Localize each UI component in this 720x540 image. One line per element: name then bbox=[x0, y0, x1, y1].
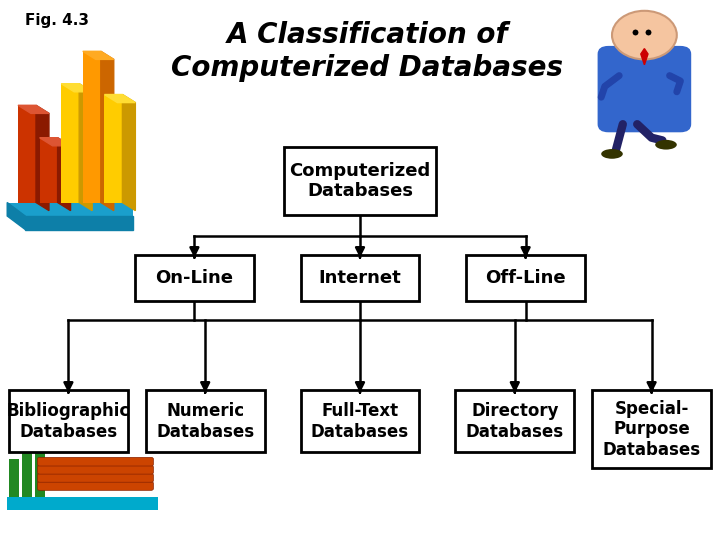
Text: Computerized Databases: Computerized Databases bbox=[171, 53, 563, 82]
Text: Special-
Purpose
Databases: Special- Purpose Databases bbox=[603, 400, 701, 459]
Bar bbox=[83, 51, 101, 202]
Text: Bibliographic
Databases: Bibliographic Databases bbox=[6, 402, 130, 441]
FancyBboxPatch shape bbox=[37, 474, 153, 482]
FancyBboxPatch shape bbox=[145, 390, 265, 453]
Text: Internet: Internet bbox=[319, 269, 401, 287]
Text: Directory
Databases: Directory Databases bbox=[466, 402, 564, 441]
FancyBboxPatch shape bbox=[301, 390, 419, 453]
FancyBboxPatch shape bbox=[593, 390, 711, 469]
FancyBboxPatch shape bbox=[467, 255, 585, 301]
FancyBboxPatch shape bbox=[9, 390, 128, 453]
Polygon shape bbox=[101, 51, 114, 211]
Polygon shape bbox=[104, 94, 135, 103]
Polygon shape bbox=[79, 84, 92, 211]
Bar bbox=[9, 459, 19, 497]
Polygon shape bbox=[40, 138, 71, 146]
Text: A Classification of: A Classification of bbox=[226, 21, 508, 49]
FancyBboxPatch shape bbox=[37, 457, 153, 466]
Text: Fig. 4.3: Fig. 4.3 bbox=[25, 14, 89, 29]
FancyBboxPatch shape bbox=[284, 147, 436, 214]
Bar bbox=[22, 451, 32, 497]
FancyBboxPatch shape bbox=[455, 390, 575, 453]
Bar bbox=[61, 84, 79, 202]
Text: Full-Text
Databases: Full-Text Databases bbox=[311, 402, 409, 441]
Polygon shape bbox=[83, 51, 114, 59]
FancyBboxPatch shape bbox=[37, 482, 153, 490]
Polygon shape bbox=[641, 49, 648, 65]
FancyBboxPatch shape bbox=[135, 255, 254, 301]
Polygon shape bbox=[61, 84, 92, 92]
Text: On-Line: On-Line bbox=[156, 269, 233, 287]
Bar bbox=[40, 138, 58, 202]
Polygon shape bbox=[58, 138, 71, 211]
Ellipse shape bbox=[655, 140, 677, 150]
Polygon shape bbox=[25, 216, 133, 229]
Text: Computerized
Databases: Computerized Databases bbox=[289, 161, 431, 200]
Polygon shape bbox=[122, 94, 135, 211]
FancyBboxPatch shape bbox=[598, 46, 691, 132]
FancyBboxPatch shape bbox=[301, 255, 419, 301]
FancyBboxPatch shape bbox=[7, 202, 133, 216]
Polygon shape bbox=[18, 105, 49, 113]
Circle shape bbox=[612, 11, 677, 59]
Bar bbox=[35, 443, 45, 497]
Text: Off-Line: Off-Line bbox=[485, 269, 566, 287]
Ellipse shape bbox=[601, 149, 623, 159]
Bar bbox=[18, 105, 36, 202]
FancyBboxPatch shape bbox=[7, 497, 158, 510]
Text: Numeric
Databases: Numeric Databases bbox=[156, 402, 254, 441]
FancyBboxPatch shape bbox=[37, 465, 153, 474]
Bar bbox=[104, 94, 122, 202]
Polygon shape bbox=[7, 202, 25, 230]
Polygon shape bbox=[36, 105, 49, 211]
